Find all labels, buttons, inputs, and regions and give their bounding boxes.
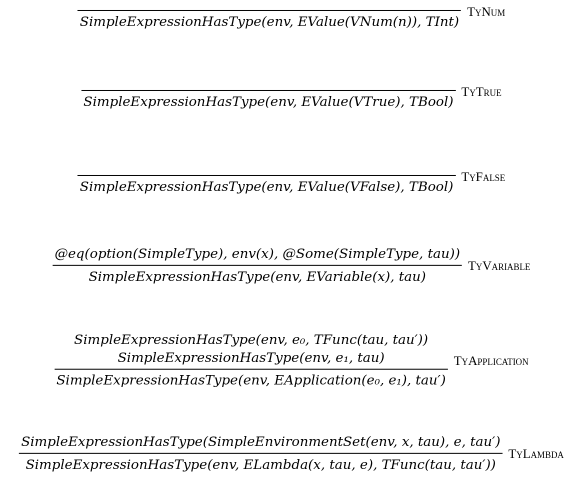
rule-conclusion: SimpleExpressionHasType(env, EApplicatio… [56,372,446,389]
rule-conclusion: SimpleExpressionHasType(env, ELambda(x, … [25,456,496,473]
rule-ty-num: SimpleExpressionHasType(env, EValue(VNum… [2,4,581,31]
rule-fraction: SimpleExpressionHasType(env, e₀, TFunc(t… [54,331,448,390]
rule-name: TyApplication [453,352,529,368]
rule-ty-lambda: SimpleExpressionHasType(SimpleEnvironmen… [2,433,581,474]
rule-premise: SimpleExpressionHasType(SimpleEnvironmen… [21,433,501,450]
rule-premise: SimpleExpressionHasType(env, e₁, tau) [117,349,385,366]
rule-fraction: @eq(option(SimpleType), env(x), @Some(Si… [52,245,463,286]
rule-ty-variable: @eq(option(SimpleType), env(x), @Some(Si… [2,245,581,286]
inference-bar [54,368,448,370]
rule-fraction: SimpleExpressionHasType(SimpleEnvironmen… [19,433,503,474]
rule-name: TyFalse [461,168,506,184]
rule-conclusion: SimpleExpressionHasType(env, EValue(VTru… [83,93,454,110]
inference-bar [77,174,456,176]
rule-fraction: SimpleExpressionHasType(env, EValue(VNum… [77,8,462,31]
rule-ty-false: SimpleExpressionHasType(env, EValue(VFal… [2,169,581,196]
rule-name: TyVariable [467,257,531,273]
rule-name: TyLambda [508,445,564,461]
rule-premise: @eq(option(SimpleType), env(x), @Some(Si… [54,245,461,262]
rule-conclusion: SimpleExpressionHasType(env, EVariable(x… [88,268,427,285]
inference-bar [81,89,456,91]
inference-bar [77,9,462,11]
rule-conclusion: SimpleExpressionHasType(env, EValue(VFal… [79,178,454,195]
rule-fraction: SimpleExpressionHasType(env, EValue(VTru… [81,88,456,111]
rule-fraction: SimpleExpressionHasType(env, EValue(VFal… [77,173,456,196]
rule-premise: SimpleExpressionHasType(env, e₀, TFunc(t… [74,331,429,348]
rule-name: TyTrue [461,83,502,99]
inference-bar [52,264,463,266]
rule-conclusion: SimpleExpressionHasType(env, EValue(VNum… [79,13,460,30]
rule-name: TyNum [467,3,506,19]
inference-bar [19,452,503,454]
rule-ty-true: SimpleExpressionHasType(env, EValue(VTru… [2,84,581,111]
rule-ty-application: SimpleExpressionHasType(env, e₀, TFunc(t… [2,331,581,390]
